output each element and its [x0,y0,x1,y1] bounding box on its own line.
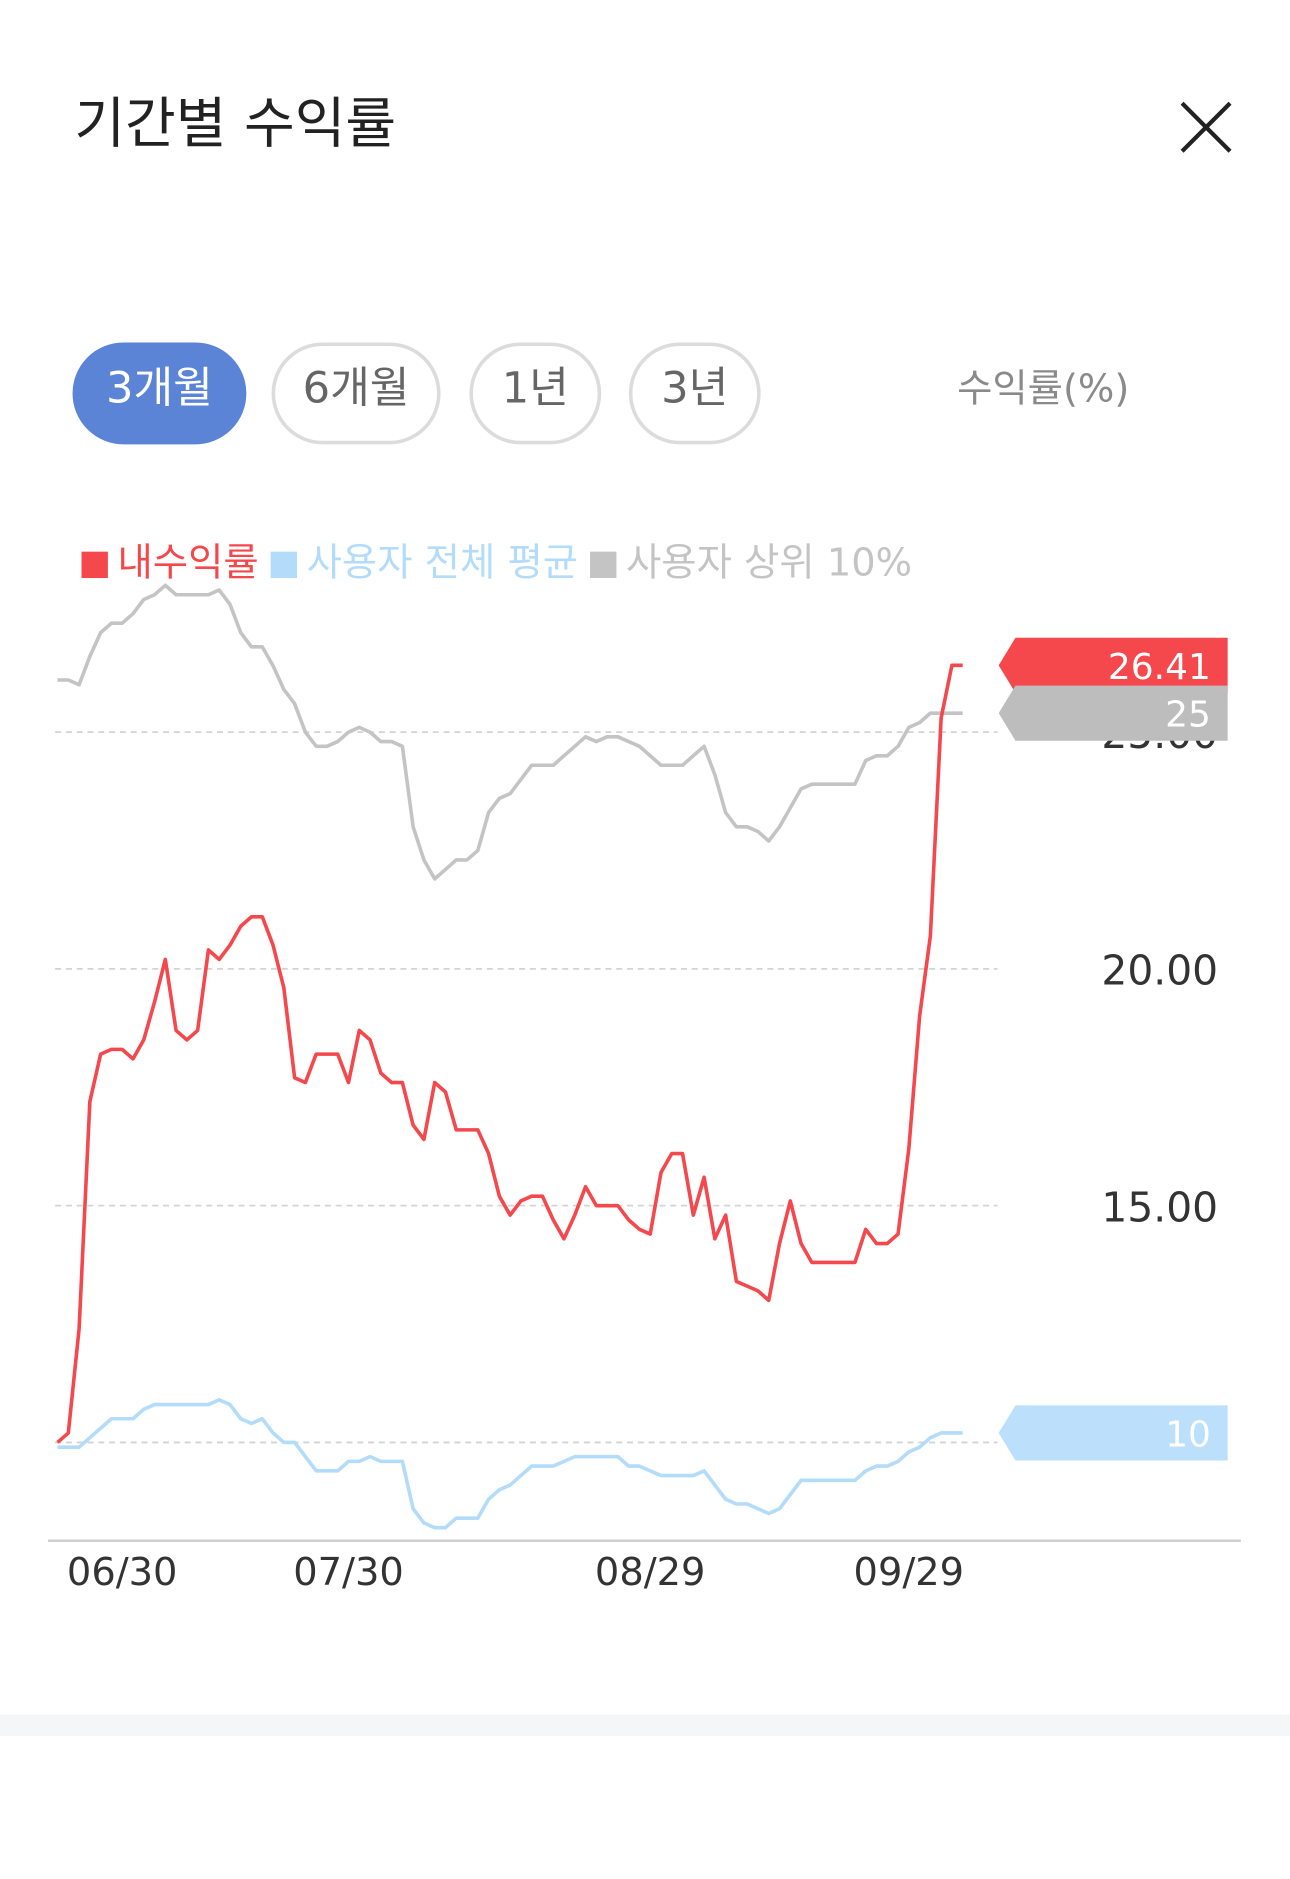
legend-label: 내수익률 [117,540,258,585]
section-divider [0,1714,1290,1737]
x-tick-label: 08/29 [595,1550,706,1595]
legend-label: 사용자 전체 평균 [307,540,578,585]
period-tab-label[interactable]: 6개월 [303,364,410,414]
close-button[interactable] [1169,94,1243,166]
period-tab[interactable] [628,342,761,445]
y-tick-label: 20.00 [1101,947,1218,995]
end-value-label: 25 [1165,695,1211,736]
end-value-label: 26.41 [1108,647,1211,688]
legend-swatch [590,551,617,579]
page-title: 기간별 수익률 [74,92,396,156]
legend-swatch [81,551,108,579]
period-tab-label[interactable]: 3년 [661,364,728,414]
end-value-label: 10 [1165,1415,1211,1456]
period-tab-label[interactable]: 1년 [502,364,569,414]
x-tick-label: 09/29 [854,1550,965,1595]
close-icon [1180,101,1232,153]
end-value-badge [998,685,1228,741]
period-tab-label[interactable]: 3개월 [106,364,213,414]
x-tick-label: 06/30 [67,1550,178,1595]
unit-label: 수익률(%) [957,367,1129,412]
end-value-badge [998,1405,1228,1461]
period-tab[interactable] [72,342,247,445]
y-tick-label: 15.00 [1101,1183,1218,1231]
period-tab[interactable] [469,342,602,445]
x-tick-label: 07/30 [293,1550,404,1595]
legend-swatch [270,551,298,579]
legend-label: 사용자 상위 10% [626,540,912,585]
series-line [56,663,963,1444]
end-value-badge [998,637,1228,693]
series-line [57,1398,963,1530]
series-line [57,583,963,881]
period-tab[interactable] [271,342,441,445]
